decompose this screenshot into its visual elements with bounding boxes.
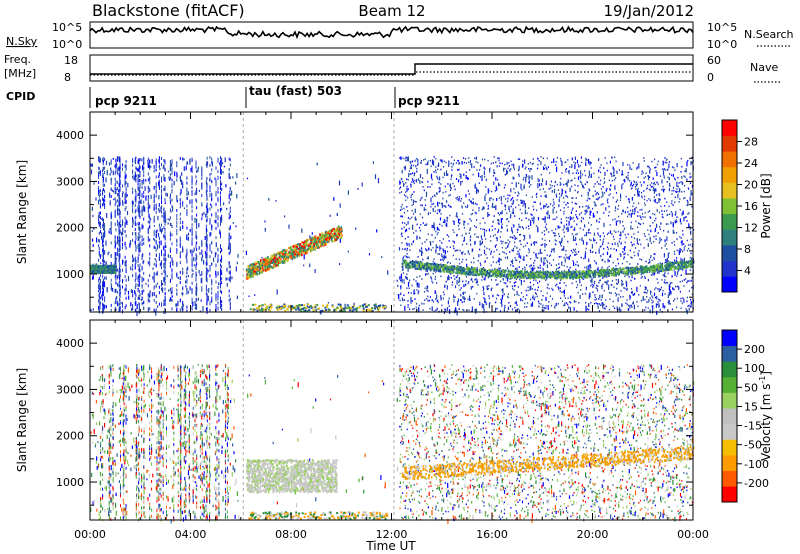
cpid-segment-2: tau (fast) 503 xyxy=(249,84,342,98)
freq-label-line1: Freq. xyxy=(4,53,31,66)
freq-tick-low: 8 xyxy=(64,71,71,84)
nave-tick-high: 60 xyxy=(707,54,721,67)
x-tick-label: 16:00 xyxy=(476,528,508,541)
y-tick-label: 1000 xyxy=(56,476,84,489)
x-tick-label: 12:00 xyxy=(376,528,408,541)
colorbar-tick-label: 4 xyxy=(744,265,751,278)
velocity-panel: 1000 2000 3000 4000 Slant Range [km] xyxy=(15,319,695,525)
colorbar-swatch xyxy=(722,166,737,183)
nsky-tick-high: 10^5 xyxy=(52,21,82,34)
power-colorbar-ticks: 28 24 20 16 12 8 4 xyxy=(737,136,758,278)
x-tick-label: 00:00 xyxy=(74,528,106,541)
power-data-layer xyxy=(90,112,695,317)
colorbar-swatch xyxy=(722,198,737,215)
beam-title: Beam 12 xyxy=(358,2,425,20)
y-tick-label: 3000 xyxy=(56,175,84,188)
velocity-colorbar-label: Velocity [m s-1] xyxy=(758,371,773,461)
nsearch-tick-low: 10^0 xyxy=(707,38,737,51)
freq-tick-high: 18 xyxy=(64,54,78,67)
colorbar-tick-label: -15 xyxy=(744,420,762,433)
colorbar-tick-label: 200 xyxy=(744,343,765,356)
power-colorbar-label: Power [dB] xyxy=(759,173,773,238)
colorbar-tick-label: 100 xyxy=(744,362,765,375)
y-tick-label: 2000 xyxy=(56,222,84,235)
colorbar-tick-label: -200 xyxy=(744,477,769,490)
colorbar-tick-label: 50 xyxy=(744,381,758,394)
velocity-colorbar: 200 100 50 15 -15 -50 -100 -200 Velocity [m s-1… xyxy=(721,329,773,503)
colorbar-swatch xyxy=(722,213,737,230)
velocity-data-layer xyxy=(90,320,695,525)
colorbar-swatch xyxy=(722,361,737,378)
power-ylabel: Slant Range [km] xyxy=(15,160,29,264)
colorbar-swatch xyxy=(722,229,737,246)
freq-trace xyxy=(90,63,693,75)
x-tick-label: 08:00 xyxy=(275,528,307,541)
colorbar-swatch xyxy=(722,376,737,393)
cpid-segment-1: pcp 9211 xyxy=(95,94,157,108)
power-panel: 1000 2000 3000 4000 Slant Range [km] xyxy=(15,111,695,317)
velocity-colorbar-ticks: 200 100 50 15 -15 -50 -100 -200 xyxy=(737,343,769,490)
y-tick-label: 2000 xyxy=(56,430,84,443)
nsky-label: N.Sky xyxy=(6,35,38,48)
y-tick-label: 3000 xyxy=(56,383,84,396)
colorbar-swatch xyxy=(722,455,737,472)
nsky-trace xyxy=(89,25,694,40)
colorbar-tick-label: 12 xyxy=(744,222,758,235)
colorbar-swatch xyxy=(722,151,737,168)
colorbar-swatch xyxy=(722,135,737,152)
y-tick-label: 4000 xyxy=(56,129,84,142)
nsky-tick-low: 10^0 xyxy=(52,38,82,51)
colorbar-swatch xyxy=(722,392,737,409)
cpid-strip: CPID pcp 9211 tau (fast) 503 pcp 9211 xyxy=(6,84,460,108)
nsearch-tick-high: 10^5 xyxy=(707,21,737,34)
colorbar-tick-label: 15 xyxy=(744,400,758,413)
colorbar-swatch xyxy=(722,345,737,362)
colorbar-tick-label: -100 xyxy=(744,458,769,471)
station-title: Blackstone (fitACF) xyxy=(92,1,245,20)
colorbar-swatch xyxy=(722,260,737,277)
x-tick-label: 20:00 xyxy=(577,528,609,541)
power-y-ticks: 1000 2000 3000 4000 xyxy=(56,129,693,298)
power-colorbar: 28 24 20 16 12 8 4 Power [dB] xyxy=(721,119,773,293)
nave-trace xyxy=(90,71,693,76)
colorbar-tick-label: 24 xyxy=(744,157,758,170)
y-tick-label: 4000 xyxy=(56,337,84,350)
colorbar-tick-label: 28 xyxy=(744,136,758,149)
nave-label: Nave xyxy=(750,61,778,74)
nave-tick-low: 0 xyxy=(707,71,714,84)
x-tick-label: 04:00 xyxy=(175,528,207,541)
cpid-label: CPID xyxy=(6,90,35,103)
colorbar-tick-label: 8 xyxy=(744,243,751,256)
velocity-y-ticks: 1000 2000 3000 4000 xyxy=(56,337,693,506)
nsky-panel: N.Sky 10^5 10^0 10^5 10^0 N.Search xyxy=(6,21,794,51)
power-colorbar-swatches xyxy=(722,120,737,293)
colorbar-swatch xyxy=(722,245,737,262)
x-tick-label: 00:00 xyxy=(677,528,709,541)
velocity-ylabel: Slant Range [km] xyxy=(15,368,29,472)
colorbar-swatch xyxy=(722,423,737,440)
colorbar-swatch xyxy=(722,439,737,456)
colorbar-swatch xyxy=(722,330,737,346)
y-tick-label: 1000 xyxy=(56,268,84,281)
velocity-colorbar-swatches xyxy=(722,330,737,503)
time-axis-label: Time UT xyxy=(365,539,416,553)
colorbar-tick-label: 16 xyxy=(744,200,758,213)
nsearch-label: N.Search xyxy=(744,28,794,41)
colorbar-swatch xyxy=(722,276,737,293)
colorbar-swatch xyxy=(722,120,737,136)
cpid-segment-3: pcp 9211 xyxy=(398,94,460,108)
colorbar-swatch xyxy=(722,408,737,425)
colorbar-tick-label: -50 xyxy=(744,439,762,452)
colorbar-swatch xyxy=(722,486,737,503)
freq-panel: Freq. [MHz] 18 8 60 0 Nave xyxy=(4,53,780,84)
colorbar-tick-label: 20 xyxy=(744,179,758,192)
freq-label-line2: [MHz] xyxy=(4,67,36,80)
colorbar-swatch xyxy=(722,470,737,487)
colorbar-swatch xyxy=(722,182,737,199)
time-axis-ticks: 00:00 04:00 08:00 12:00 16:00 20:00 00:00 xyxy=(74,112,709,541)
date-title: 19/Jan/2012 xyxy=(604,2,695,20)
